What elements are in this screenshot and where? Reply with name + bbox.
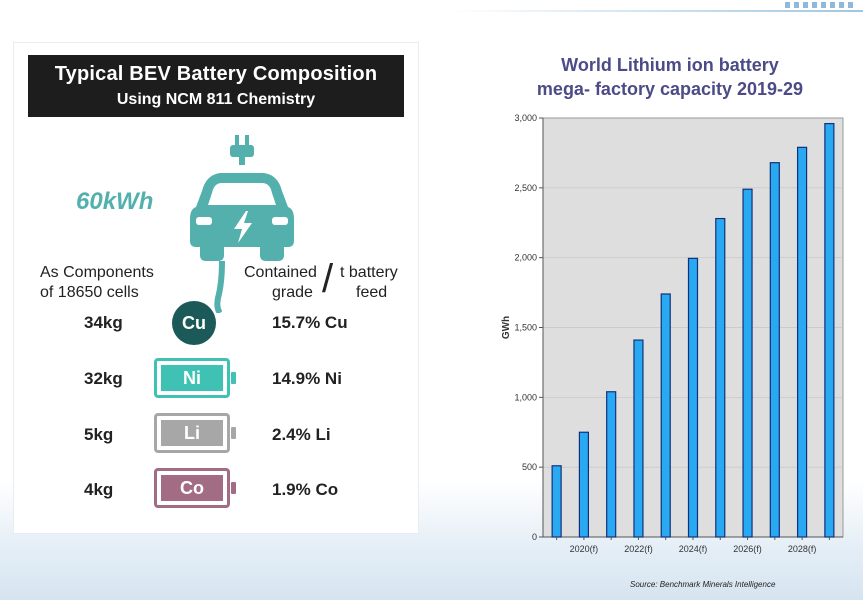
bar-2028(f) xyxy=(796,146,808,538)
battery-composition-panel: Typical BEV Battery Composition Using NC… xyxy=(14,43,418,533)
components-header-line1: As Components xyxy=(40,264,154,281)
y-tick-label: 1,500 xyxy=(514,323,537,333)
bar-2021(f) xyxy=(606,391,617,538)
x-tick-label: 2020(f) xyxy=(570,544,599,554)
li-battery-label: Li xyxy=(161,420,223,446)
y-tick-label: 3,000 xyxy=(514,113,537,123)
grade-header-grade: grade xyxy=(272,284,313,301)
components-header: As Components of 18650 cells xyxy=(40,263,154,303)
grade-header-slash: / xyxy=(322,257,334,301)
ni-battery-label: Ni xyxy=(161,365,223,391)
y-axis-label: GWh xyxy=(501,316,512,339)
li-grade: 2.4% Li xyxy=(272,425,331,444)
panel-title: Typical BEV Battery Composition xyxy=(54,63,378,85)
decorative-dots xyxy=(785,2,855,8)
bar-2022(f) xyxy=(633,339,644,538)
chart-title: World Lithium ion battery mega- factory … xyxy=(520,53,820,101)
components-header-line2: of 18650 cells xyxy=(40,284,139,301)
panel-subtitle: Using NCM 811 Chemistry xyxy=(116,91,316,108)
grade-header-feed: feed xyxy=(356,284,388,301)
cu-grade: 15.7% Cu xyxy=(272,313,348,332)
bar-2025(f) xyxy=(715,217,726,538)
ni-mass: 32kg xyxy=(84,369,123,388)
chart-source: Source: Benchmark Minerals Intelligence xyxy=(630,580,776,589)
co-battery-icon: Co xyxy=(154,468,236,508)
bar-2023(f) xyxy=(660,293,671,538)
y-tick-label: 2,000 xyxy=(514,253,537,263)
bar-2029(f) xyxy=(824,122,835,538)
x-tick-label: 2024(f) xyxy=(679,544,708,554)
bar-2020(f) xyxy=(578,431,590,538)
y-tick-label: 1,000 xyxy=(514,392,537,402)
decorative-line xyxy=(450,10,863,12)
co-grade: 1.9% Co xyxy=(272,480,339,499)
bar-2027(f) xyxy=(769,162,780,538)
cu-badge: Cu xyxy=(172,301,216,345)
x-tick-label: 2022(f) xyxy=(624,544,653,554)
li-battery-icon: Li xyxy=(154,413,236,453)
panel-title-box: Typical BEV Battery Composition Using NC… xyxy=(28,55,404,117)
cu-mass: 34kg xyxy=(84,313,123,332)
ni-grade: 14.9% Ni xyxy=(272,369,342,388)
y-tick-label: 500 xyxy=(522,462,537,472)
x-tick-label: 2028(f) xyxy=(788,544,817,554)
grade-header-contained: Contained xyxy=(244,264,317,281)
x-tick-label: 2026(f) xyxy=(733,544,762,554)
bar-2019 xyxy=(551,465,562,538)
bar-2026(f) xyxy=(742,188,753,538)
chart-title-line2: mega- factory capacity 2019-29 xyxy=(536,79,804,99)
co-mass: 4kg xyxy=(84,480,114,499)
grade-header-battery: t battery xyxy=(340,264,398,281)
co-battery-label: Co xyxy=(161,475,223,501)
y-tick-label: 0 xyxy=(532,532,537,542)
capacity-label: 60kWh xyxy=(76,188,154,215)
li-mass: 5kg xyxy=(84,425,114,444)
y-tick-label: 2,500 xyxy=(514,183,537,193)
ni-battery-icon: Ni xyxy=(154,358,236,398)
bar-2024(f) xyxy=(687,257,699,538)
chart-title-line1: World Lithium ion battery xyxy=(561,55,779,75)
ev-car-icon xyxy=(190,135,294,313)
